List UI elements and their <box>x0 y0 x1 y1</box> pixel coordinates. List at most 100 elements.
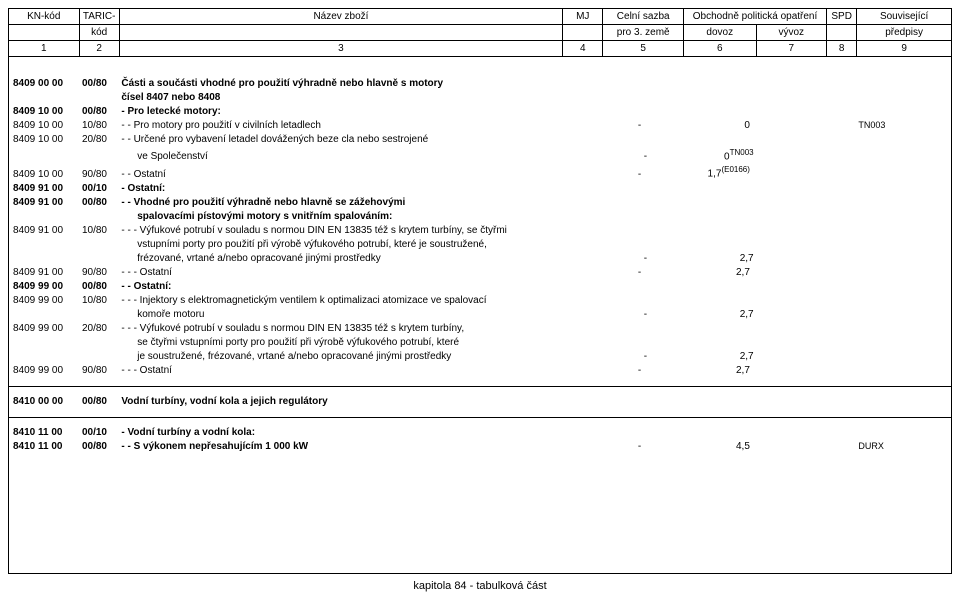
table-row: 8409 99 0020/80- - - Výfukové potrubí v … <box>9 322 951 336</box>
cell-kn: 8409 91 00 <box>9 196 82 210</box>
hdr-taric: TARIC- <box>79 9 119 25</box>
cell-dovoz: 2,7 <box>684 350 760 364</box>
header-row-1: KN-kód TARIC- Název zboží MJ Celní sazba… <box>9 9 952 25</box>
content-area: 8409 00 0000/80Části a součásti vhodné p… <box>8 57 952 574</box>
cell-cs: - <box>607 252 684 266</box>
table-row: 8409 00 0000/80Části a součásti vhodné p… <box>9 77 951 91</box>
rows-group-3: 8410 11 0000/10- Vodní turbíny a vodní k… <box>9 426 951 454</box>
table-row: čísel 8407 nebo 8408 <box>9 91 951 105</box>
cell-dovoz: 0 <box>679 119 756 133</box>
cell-name: vstupními porty pro použití při výrobě v… <box>119 238 568 252</box>
cell-taric: 00/80 <box>82 77 121 91</box>
cell-name: spalovacími pístovými motory s vnitřním … <box>119 210 568 224</box>
separator-2 <box>9 417 951 418</box>
cell-taric: 20/80 <box>82 133 121 147</box>
table-row: 8409 99 0000/80- - Ostatní: <box>9 280 951 294</box>
cell-taric: 00/80 <box>82 196 121 210</box>
cell-kn: 8409 91 00 <box>9 224 82 238</box>
cell-cs: - <box>600 266 679 280</box>
cell-name: frézované, vrtané a/nebo opracované jiný… <box>119 252 568 266</box>
table-row: 8409 10 0020/80- - Určené pro vybavení l… <box>9 133 951 147</box>
cell-name: komoře motoru <box>119 308 568 322</box>
cell-name: - - - Výfukové potrubí v souladu s normo… <box>121 322 560 336</box>
cell-cs: - <box>600 440 679 454</box>
cell-name: Části a součásti vhodné pro použití výhr… <box>121 77 560 91</box>
cell-taric: 00/80 <box>82 395 121 409</box>
cell-kn: 8409 99 00 <box>9 364 82 378</box>
cell-dovoz: 1,7(E0166) <box>679 164 756 181</box>
cell-taric: 90/80 <box>82 168 121 182</box>
cell-dovoz: 4,5 <box>679 440 756 454</box>
cell-dovoz: 0TN003 <box>684 147 760 164</box>
cell-cs: - <box>600 119 679 133</box>
cell-name: - - - Ostatní <box>121 364 560 378</box>
cell-kn: 8409 99 00 <box>9 280 82 294</box>
cell-taric: 10/80 <box>82 119 121 133</box>
header-row-3: 1 2 3 4 5 6 7 8 9 <box>9 41 952 57</box>
table-row: 8409 91 0010/80- - - Výfukové potrubí v … <box>9 224 951 238</box>
cell-name: - - Pro motory pro použití v civilních l… <box>121 119 560 133</box>
hdr-opat: Obchodně politická opatření <box>683 9 826 25</box>
cell-taric: 00/10 <box>82 182 121 196</box>
cell-kn: 8409 99 00 <box>9 322 82 336</box>
cell-name: - - - Ostatní <box>121 266 560 280</box>
hdr-kn: KN-kód <box>9 9 80 25</box>
cell-kn: 8409 10 00 <box>9 168 82 182</box>
cell-kn: 8409 99 00 <box>9 294 82 308</box>
rows-group-2: 8410 00 0000/80Vodní turbíny, vodní kola… <box>9 395 951 409</box>
cell-name: - Ostatní: <box>121 182 560 196</box>
table-row: vstupními porty pro použití při výrobě v… <box>9 238 951 252</box>
hdr-cs: Celní sazba <box>603 9 684 25</box>
table-row: 8409 10 0090/80- - Ostatní-1,7(E0166) <box>9 164 951 181</box>
table-row: 8409 91 0000/80- - Vhodné pro použití vý… <box>9 196 951 210</box>
cell-taric: 90/80 <box>82 364 121 378</box>
cell-kn: 8410 11 00 <box>9 440 82 454</box>
cell-cs: - <box>600 364 679 378</box>
cell-name: - - S výkonem nepřesahujícím 1 000 kW <box>121 440 560 454</box>
table-row: komoře motoru -2,7 <box>9 308 951 322</box>
cell-taric: 00/10 <box>82 426 121 440</box>
table-row: 8410 00 0000/80Vodní turbíny, vodní kola… <box>9 395 951 409</box>
cell-dovoz: 2,7 <box>684 252 760 266</box>
cell-cs: - <box>600 168 679 182</box>
cell-name: - - - Injektory s elektromagnetickým ven… <box>121 294 560 308</box>
cell-name: je soustružené, frézované, vrtané a/nebo… <box>119 350 568 364</box>
cell-taric: 00/80 <box>82 105 121 119</box>
cell-name: - - Ostatní: <box>121 280 560 294</box>
cell-taric: 10/80 <box>82 294 121 308</box>
cell-cs: - <box>607 308 684 322</box>
table-row: 8409 99 0010/80- - - Injektory s elektro… <box>9 294 951 308</box>
cell-name: - - Vhodné pro použití výhradně nebo hla… <box>121 196 560 210</box>
cell-name: Vodní turbíny, vodní kola a jejich regul… <box>121 395 560 409</box>
cell-souv: TN003 <box>854 119 951 132</box>
cell-dovoz: 2,7 <box>684 308 760 322</box>
header-row-2: kód pro 3. země dovoz vývoz předpisy <box>9 25 952 41</box>
hdr-souv: Související <box>857 9 952 25</box>
table-row: 8410 11 0000/80- - S výkonem nepřesahují… <box>9 440 951 454</box>
table-row: 8409 10 0000/80- Pro letecké motory: <box>9 105 951 119</box>
cell-name: ve Společenství <box>119 150 568 164</box>
cell-taric: 00/80 <box>82 440 121 454</box>
cell-name: - Vodní turbíny a vodní kola: <box>121 426 560 440</box>
cell-name: - Pro letecké motory: <box>121 105 560 119</box>
cell-kn: 8409 91 00 <box>9 182 82 196</box>
table-row: 8409 91 0090/80- - - Ostatní-2,7 <box>9 266 951 280</box>
cell-kn: 8409 00 00 <box>9 77 82 91</box>
cell-taric: 00/80 <box>82 280 121 294</box>
cell-cs: - <box>607 350 684 364</box>
cell-kn: 8410 11 00 <box>9 426 82 440</box>
cell-name: se čtyřmi vstupními porty pro použití př… <box>119 336 568 350</box>
table-row: 8410 11 0000/10- Vodní turbíny a vodní k… <box>9 426 951 440</box>
cell-kn: 8410 00 00 <box>9 395 82 409</box>
cell-kn: 8409 91 00 <box>9 266 82 280</box>
page-footer: kapitola 84 - tabulková část <box>8 580 952 592</box>
table-row: 8409 10 0010/80- - Pro motory pro použit… <box>9 119 951 133</box>
cell-souv: DURX <box>854 440 951 453</box>
header-table: KN-kód TARIC- Název zboží MJ Celní sazba… <box>8 8 952 57</box>
cell-cs: - <box>607 150 684 164</box>
cell-kn: 8409 10 00 <box>9 119 82 133</box>
hdr-mj: MJ <box>563 9 603 25</box>
cell-kn: 8409 10 00 <box>9 133 82 147</box>
table-row: frézované, vrtané a/nebo opracované jiný… <box>9 252 951 266</box>
table-row: je soustružené, frézované, vrtané a/nebo… <box>9 350 951 364</box>
